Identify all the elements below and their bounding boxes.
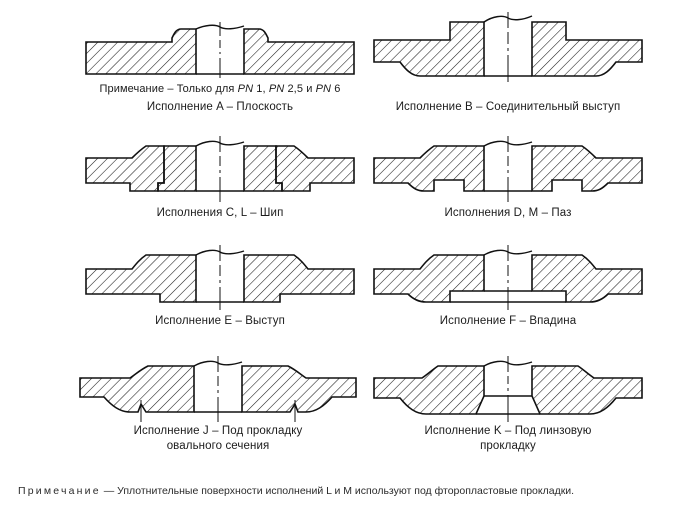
- figure-flange-J: [78, 352, 358, 422]
- sheet-footnote: Примечание — Уплотнительные поверхности …: [18, 484, 682, 499]
- flange-body-right: [243, 28, 355, 75]
- note-text: Примечание – Только для: [99, 83, 238, 95]
- figure-flange-A: [84, 16, 356, 78]
- figure-B-caption: Исполнение B – Соединительный выступ: [395, 101, 621, 113]
- figure-CL-caption: Исполнения C, L – Шип: [156, 207, 284, 219]
- figure-flange-DM: [372, 132, 644, 202]
- flange-body-right: [275, 145, 355, 192]
- footnote-dash: —: [100, 485, 118, 497]
- flange-body-right: [243, 254, 355, 303]
- flange-body-right: [531, 145, 643, 192]
- flange-body-left: [373, 254, 485, 303]
- figure-flange-E: [84, 242, 356, 310]
- figure-K-caption-line1: Исполнение K – Под линзовую: [424, 425, 592, 437]
- footnote-text: Уплотнительные поверхности исполнений L …: [117, 485, 575, 497]
- flange-body-right: [531, 365, 643, 415]
- flange-body-left: [373, 21, 485, 77]
- figure-DM-caption: Исполнения D, M – Паз: [444, 207, 572, 219]
- flange-body-left: [85, 28, 197, 75]
- tongue-right: [243, 145, 283, 192]
- figure-J-caption-line2: овального сечения: [166, 440, 270, 452]
- figure-A-note: Примечание – Только для PN 1, PN 2,5 и P…: [99, 83, 341, 95]
- figure-flange-K: [372, 352, 644, 422]
- tongue-left: [157, 145, 197, 192]
- flange-body-left: [373, 365, 485, 415]
- figure-K-caption-line2: прокладку: [480, 440, 536, 452]
- figure-flange-F: [372, 242, 644, 310]
- figure-flange-B: [372, 10, 644, 82]
- flange-body-left: [79, 365, 195, 413]
- flange-body-left: [373, 145, 485, 192]
- figure-F-caption: Исполнение F – Впадина: [439, 315, 577, 327]
- figure-flange-CL: [84, 132, 356, 202]
- figure-E-caption: Исполнение E – Выступ: [155, 315, 285, 327]
- flange-body-right: [531, 254, 643, 303]
- figure-A-caption: Исполнение A – Плоскость: [146, 101, 294, 113]
- footnote-lead: Примечание: [18, 485, 101, 497]
- flange-body-right: [241, 365, 357, 413]
- flange-body-right: [531, 21, 643, 77]
- flange-body-left: [85, 145, 165, 192]
- flange-body-left: [85, 254, 197, 303]
- figure-J-caption-line1: Исполнение J – Под прокладку: [133, 425, 303, 437]
